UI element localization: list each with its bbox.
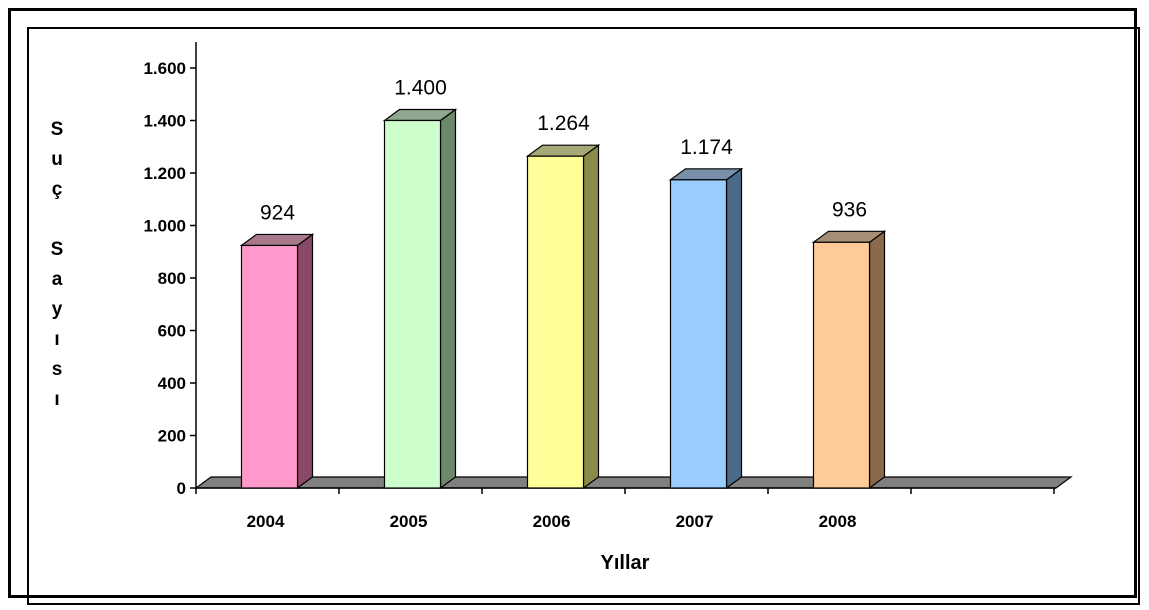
- data-label: 924: [260, 201, 295, 224]
- bar-2005: [382, 108, 458, 490]
- y-axis-label-char: S: [51, 239, 64, 260]
- x-tick-label: 2006: [533, 512, 571, 531]
- y-tick-label: 1.600: [143, 59, 186, 78]
- bar-front: [240, 244, 299, 489]
- y-axis-label-char: ç: [52, 179, 63, 200]
- inner-frame: [27, 27, 1140, 605]
- y-axis-label-char: y: [52, 299, 63, 320]
- bar-front: [669, 179, 728, 489]
- bar-front: [812, 241, 871, 489]
- x-tick-label: 2007: [676, 512, 714, 531]
- bar-side: [868, 230, 886, 490]
- x-axis-label: Yıllar: [601, 552, 650, 574]
- y-tick-label: 800: [158, 269, 186, 288]
- outer-frame: [8, 8, 1140, 605]
- y-tick-label: 1.200: [143, 164, 186, 183]
- y-tick-label: 400: [158, 374, 186, 393]
- data-label: 936: [832, 198, 867, 221]
- y-axis-label-char: S: [51, 119, 64, 140]
- axes: 0 200 400 600 800 1.000 1.200 1.400 1.600 2004 200…: [143, 42, 1056, 531]
- bar-2006: [525, 144, 601, 490]
- floor-plane: [194, 476, 1073, 489]
- y-axis-label-char: ı: [54, 389, 59, 410]
- bar-side: [439, 108, 457, 490]
- y-tick-label: 200: [158, 427, 186, 446]
- y-tick-label: 0: [177, 479, 186, 498]
- bar-side: [725, 167, 743, 490]
- data-labels: 924 1.400 1.264 1.174 936: [260, 77, 867, 225]
- y-tick-label: 600: [158, 322, 186, 341]
- data-label: 1.174: [680, 136, 733, 159]
- x-tick-label: 2008: [819, 512, 857, 531]
- y-axis-label-char: u: [51, 149, 63, 170]
- bar-2008: [811, 230, 887, 490]
- y-tick-label: 1.400: [143, 112, 186, 131]
- y-axis-label-char: s: [52, 359, 63, 380]
- bar-side: [296, 233, 314, 490]
- y-axis-label-char: ı: [54, 329, 59, 350]
- bar-front: [526, 155, 585, 489]
- data-label: 1.400: [394, 77, 447, 100]
- bar-2004: [239, 233, 315, 490]
- y-axis-label-char: a: [52, 269, 63, 290]
- x-tick-label: 2005: [390, 512, 428, 531]
- data-label: 1.264: [537, 112, 590, 135]
- bar-2007: [668, 167, 744, 490]
- bars: [239, 108, 887, 490]
- chart-floor: [194, 476, 1073, 489]
- x-tick-label: 2004: [247, 512, 285, 531]
- bar-front: [383, 119, 442, 489]
- y-tick-label: 1.000: [143, 217, 186, 236]
- bar-side: [582, 144, 600, 490]
